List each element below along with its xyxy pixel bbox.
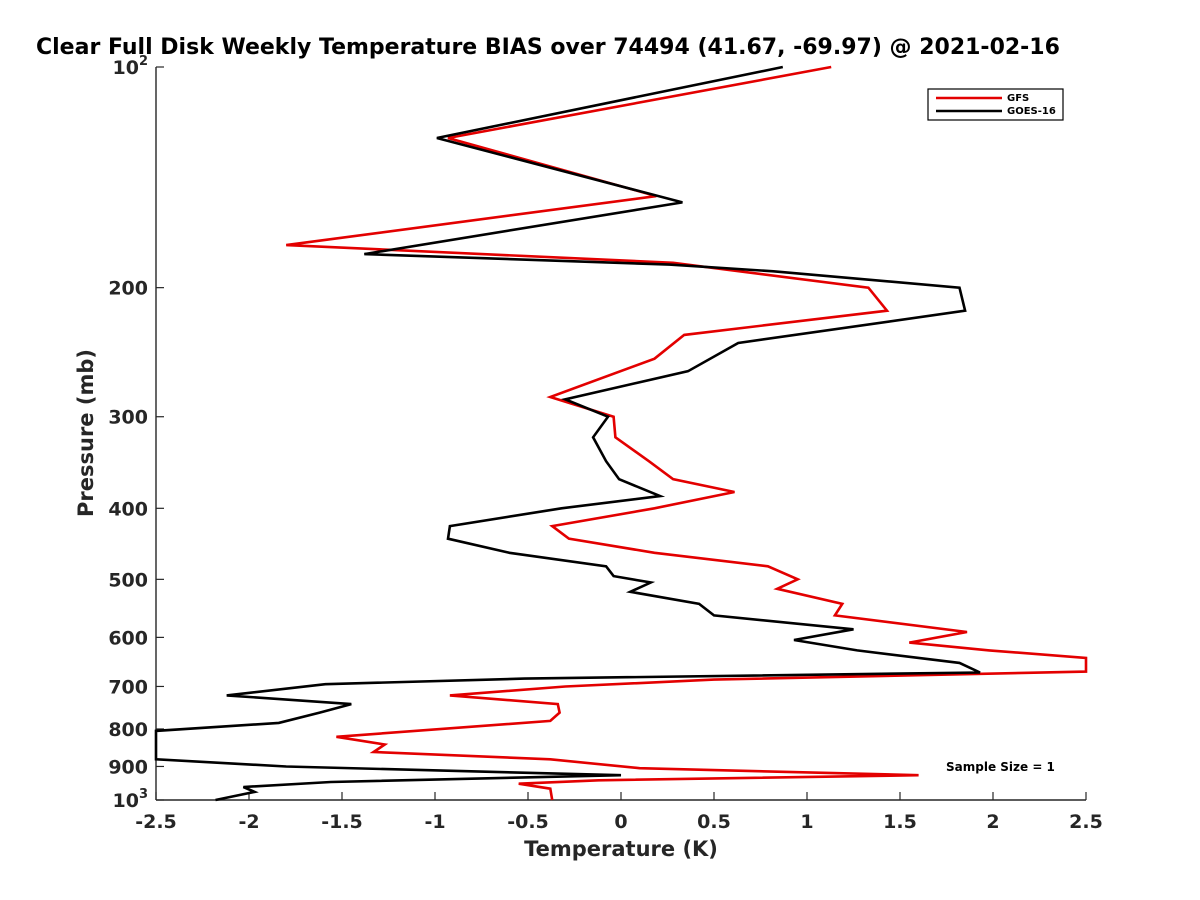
- legend-goes16-label: GOES-16: [1007, 106, 1056, 117]
- y-tick-label: 200: [108, 278, 148, 300]
- y-tick-label: 700: [108, 676, 148, 698]
- y-tick-label: 102: [113, 54, 149, 79]
- x-tick-label: 0: [614, 811, 627, 833]
- series-line-goes-16: [154, 65, 981, 802]
- x-tick-label: -2.5: [135, 811, 177, 833]
- y-tick-label: 400: [108, 498, 148, 520]
- chart-title: Clear Full Disk Weekly Temperature BIAS …: [36, 35, 1060, 60]
- x-tick-label: 2.5: [1069, 811, 1103, 833]
- x-tick-label: -0.5: [507, 811, 549, 833]
- x-tick-label: -1.5: [321, 811, 363, 833]
- y-tick-label: 900: [108, 756, 148, 778]
- x-tick-label: -1: [424, 811, 445, 833]
- y-tick-label: 600: [108, 627, 148, 649]
- x-tick-label: 2: [986, 811, 999, 833]
- y-tick-label: 103: [113, 787, 149, 812]
- series-line-gfs: [286, 65, 1088, 801]
- series-lines: [154, 65, 1088, 802]
- x-ticks: -2.5 -2 -1.5 -1 -0.5 0 0.5 1 1.5 2 2.5: [135, 792, 1103, 833]
- y-tick-label: 800: [108, 719, 148, 741]
- legend-gfs-label: GFS: [1007, 93, 1029, 104]
- y-axis-label: Pressure (mb): [74, 349, 98, 517]
- y-tick-label: 500: [108, 569, 148, 591]
- y-ticks: 102 200 300 400 500 600 700 800 900 103: [108, 54, 164, 812]
- x-tick-label: -2: [238, 811, 259, 833]
- sample-size-annotation: Sample Size = 1: [946, 760, 1055, 774]
- plot-axes: [155, 67, 1086, 801]
- x-tick-label: 1.5: [883, 811, 917, 833]
- x-tick-label: 1: [800, 811, 813, 833]
- y-tick-label: 300: [108, 407, 148, 429]
- x-axis-label: Temperature (K): [524, 837, 718, 861]
- y-tick-exponent: 3: [139, 787, 148, 802]
- y-tick-exponent: 2: [139, 54, 148, 69]
- x-tick-label: 0.5: [697, 811, 731, 833]
- legend-box: [927, 88, 1064, 121]
- legend: GFS GOES-16: [927, 88, 1064, 121]
